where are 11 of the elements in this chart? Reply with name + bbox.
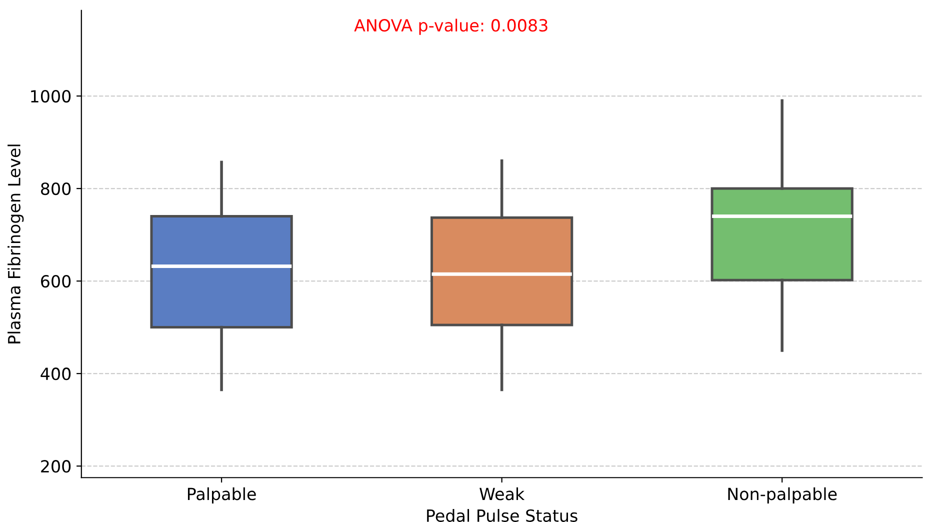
y-tick-label: 200 xyxy=(41,460,71,473)
x-tick-label: Weak xyxy=(480,487,525,500)
y-tick-label: 600 xyxy=(41,275,71,288)
y-tick-label: 800 xyxy=(40,182,71,196)
x-axis-title: Pedal Pulse Status xyxy=(427,509,578,522)
y-tick-label: 1000 xyxy=(31,90,71,103)
annotation: ANOVA p-value: 0.0083 xyxy=(354,18,548,35)
y-axis-title: Plasma Fibrinogen Level xyxy=(8,144,24,344)
y-tick-label: 400 xyxy=(40,368,71,380)
x-tick-label: Palpable xyxy=(188,487,256,504)
x-tick-label: Non-palpable xyxy=(728,487,837,504)
